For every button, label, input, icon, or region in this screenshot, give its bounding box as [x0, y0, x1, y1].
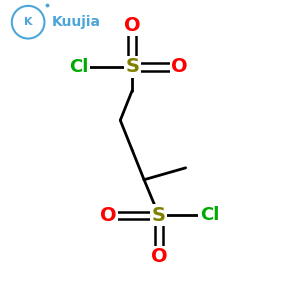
Text: O: O [171, 57, 188, 76]
Text: O: O [151, 248, 167, 266]
Text: O: O [100, 206, 117, 225]
Text: O: O [124, 16, 140, 35]
Text: S: S [125, 57, 139, 76]
Text: Cl: Cl [200, 206, 219, 224]
Text: Cl: Cl [69, 58, 88, 76]
Text: K: K [24, 17, 32, 27]
Text: Kuujia: Kuujia [52, 15, 101, 29]
Text: S: S [152, 206, 166, 225]
